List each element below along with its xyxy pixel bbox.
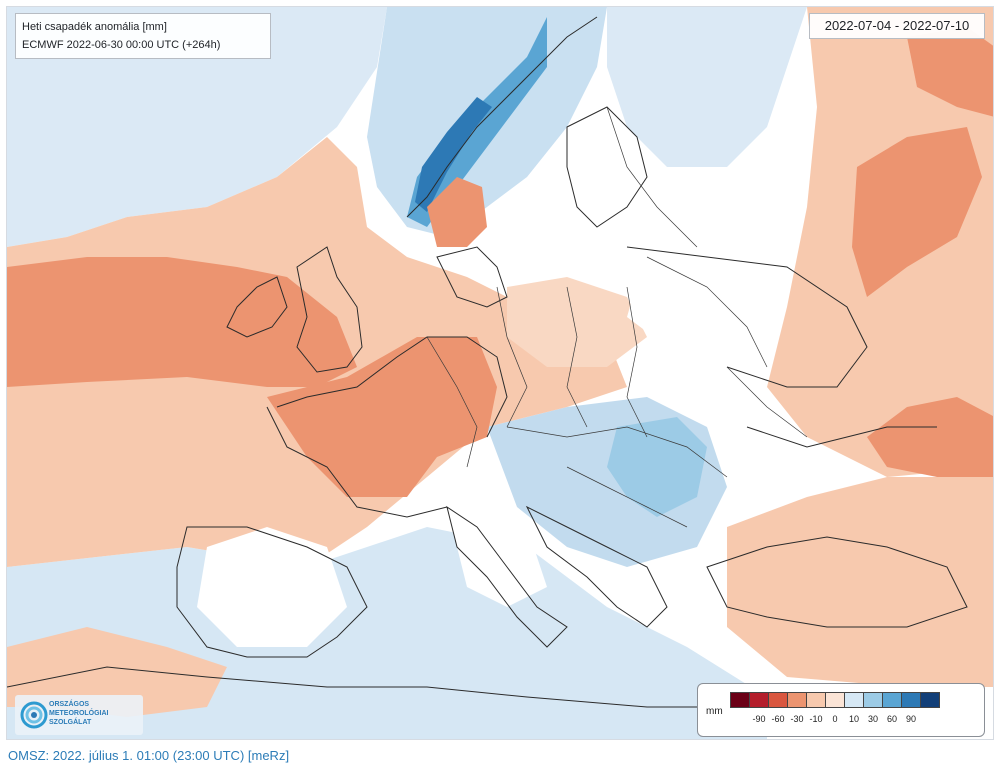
country-borders <box>426 106 808 528</box>
salmon-area-uk <box>7 257 357 387</box>
logo-text: ORSZÁGOS METEOROLÓGIAI SZOLGÁLAT <box>49 700 109 727</box>
legend-tick-label: 30 <box>867 714 879 724</box>
legend-swatch <box>825 692 845 708</box>
map-title-box: Heti csapadék anomália [mm] ECMWF 2022-0… <box>15 13 271 59</box>
neutral-area-iberia <box>197 527 347 647</box>
legend-swatches <box>730 692 940 708</box>
legend-swatch <box>730 692 750 708</box>
map-title: Heti csapadék anomália [mm] <box>22 21 167 33</box>
legend-swatch <box>787 692 807 708</box>
salmon-area-france <box>267 337 497 497</box>
legend-swatch <box>863 692 883 708</box>
legend-tick-label: 90 <box>905 714 917 724</box>
omsz-logo: ORSZÁGOS METEOROLÓGIAI SZOLGÁLAT <box>15 695 143 735</box>
date-range-label: 2022-07-04 - 2022-07-10 <box>809 13 985 39</box>
legend-swatch <box>749 692 769 708</box>
legend-swatch <box>920 692 940 708</box>
legend-ticks: -90 -60 -30 -10 0 10 30 60 90 <box>730 714 970 728</box>
color-legend: mm -90 -60 -30 -10 0 10 30 60 90 <box>697 683 985 737</box>
neutral-area-italy <box>447 497 547 607</box>
legend-tick-label: 0 <box>832 714 838 724</box>
legend-tick-label: -10 <box>809 714 823 724</box>
legend-unit: mm <box>706 706 723 717</box>
logo-line-3: SZOLGÁLAT <box>49 719 92 726</box>
legend-swatch <box>806 692 826 708</box>
salmon-area-turkey <box>727 477 993 687</box>
legend-swatch <box>882 692 902 708</box>
logo-line-2: METEOROLÓGIAI <box>49 710 109 717</box>
map-subtitle: ECMWF 2022-06-30 00:00 UTC (+264h) <box>22 39 221 51</box>
blue-area-north-atlantic <box>7 7 387 247</box>
salmon-area-sweden <box>427 177 487 247</box>
logo-line-1: ORSZÁGOS <box>49 701 90 708</box>
salmon-area-poland <box>507 277 647 367</box>
legend-tick-label: -30 <box>790 714 804 724</box>
legend-swatch <box>844 692 864 708</box>
legend-swatch <box>768 692 788 708</box>
legend-tick-label: 60 <box>886 714 898 724</box>
blue-area-romania-core <box>607 417 707 517</box>
coastlines <box>7 16 968 708</box>
legend-tick-label: -60 <box>771 714 785 724</box>
footer-caption: OMSZ: 2022. július 1. 01:00 (23:00 UTC) … <box>8 748 290 763</box>
blue-area-east <box>607 7 807 167</box>
salmon-area-caucasus <box>867 397 993 477</box>
salmon-area-russia-strong <box>852 127 982 297</box>
legend-swatch <box>901 692 921 708</box>
legend-tick-label: 10 <box>848 714 860 724</box>
omsz-swirl-icon <box>20 701 48 729</box>
salmon-area-iberia-south <box>7 627 227 717</box>
map-canvas <box>7 7 993 739</box>
precipitation-anomaly-map: Heti csapadék anomália [mm] ECMWF 2022-0… <box>6 6 994 740</box>
blue-area-norway-coast-dark <box>415 97 492 212</box>
salmon-area-northeast <box>907 27 993 117</box>
legend-tick-label: -90 <box>752 714 766 724</box>
